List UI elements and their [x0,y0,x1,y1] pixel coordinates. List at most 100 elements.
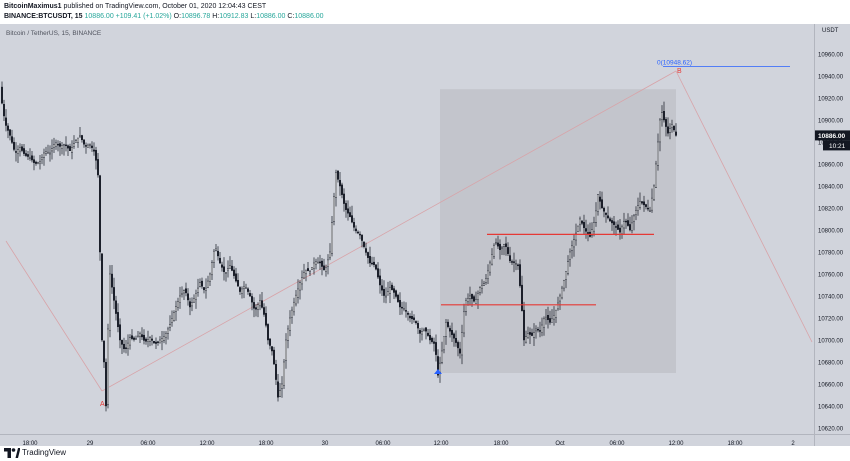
candle [305,269,307,282]
chart-pane[interactable]: 0(10948.62) A B [0,24,814,434]
candle [673,125,675,132]
high-value: 10912.83 [219,13,249,20]
wave-line-ab [101,70,677,392]
candle-body [667,126,669,134]
candle-body [509,255,511,261]
candle [261,292,263,309]
candle-body [525,336,527,343]
candle [189,297,191,316]
publisher-name[interactable]: BitcoinMaximus1 [4,3,62,10]
candle-body [149,337,151,342]
candle-body [669,128,671,133]
candle-body [269,338,271,346]
candle-body [481,285,483,289]
candle [277,373,279,402]
candle [241,286,243,299]
candle [23,144,25,156]
candle-body [121,340,123,345]
candle [61,141,63,155]
candle-body [169,324,171,328]
candle-body [207,280,209,288]
price-axis[interactable]: 10960.0010940.0010920.0010900.0010880.00… [814,24,850,455]
candle-body [627,220,629,226]
candle-body [199,282,201,287]
candle-body [395,290,397,297]
candle [49,145,51,162]
candle-body [183,290,185,294]
candle [197,278,199,297]
candle-body [137,335,139,338]
point-a-label: A [100,401,105,408]
candle [27,150,29,160]
change-value: +109.41 (+1.02%) [115,13,172,20]
candle-body [95,149,97,161]
candle [535,325,537,339]
candle-body [575,232,577,241]
candle [621,224,623,239]
candle [643,195,645,212]
candle [645,203,647,210]
candle-body [387,291,389,296]
candle [499,239,501,260]
candle-body [447,321,449,327]
candle [175,300,177,321]
candle-body [67,145,69,149]
candle [321,258,323,276]
candle [455,330,457,347]
candle-body [309,271,311,274]
candle-body [495,242,497,244]
candle [657,133,659,171]
brand-text[interactable]: TradingView [22,448,67,457]
price-tick-label: 10720.00 [818,317,844,323]
candle-body [357,231,359,234]
candle-body [115,300,117,314]
candle [133,336,135,342]
price-tick-label: 10660.00 [818,383,844,389]
candle-body [239,287,241,292]
candle [87,143,89,148]
candle-body [453,333,455,339]
candle-body [17,149,19,154]
candle [173,310,175,322]
candle [327,254,329,275]
wave-line-start [5,240,103,392]
candle-body [609,218,611,222]
candle-body [441,350,443,363]
candle [357,230,359,235]
price-tick-label: 10680.00 [818,361,844,367]
candle [607,206,609,220]
candle [581,220,583,226]
candle [425,326,427,340]
candle-body [225,272,227,274]
price-chart[interactable]: 0(10948.62) A B [0,24,814,434]
candle [561,285,563,300]
candle-body [5,117,7,126]
candle-body [341,184,343,195]
candle [349,206,351,218]
candle-body [639,201,641,208]
candle-body [241,288,243,294]
candle [235,267,237,283]
candle [601,191,603,209]
candle [147,330,149,348]
candle [433,337,435,352]
candle-body [419,330,421,334]
candle [227,260,229,278]
candle-body [633,215,635,222]
candle [595,202,597,227]
candle [517,263,519,270]
candle [83,139,85,148]
axis-corner[interactable] [814,434,850,446]
candle [353,217,355,232]
candle-body [673,126,675,131]
candle-body [93,149,95,152]
candle-body [39,161,41,164]
candle-body [659,119,661,143]
candle [95,146,97,170]
tradingview-logo-icon[interactable] [4,448,20,458]
candle-body [485,278,487,283]
candle [319,254,321,270]
candle [435,334,437,362]
time-axis[interactable]: 18:00 29 06:00 12:00 18:00 30 06:00 12:00 18:00 O… [0,434,814,447]
candle-body [535,328,537,332]
